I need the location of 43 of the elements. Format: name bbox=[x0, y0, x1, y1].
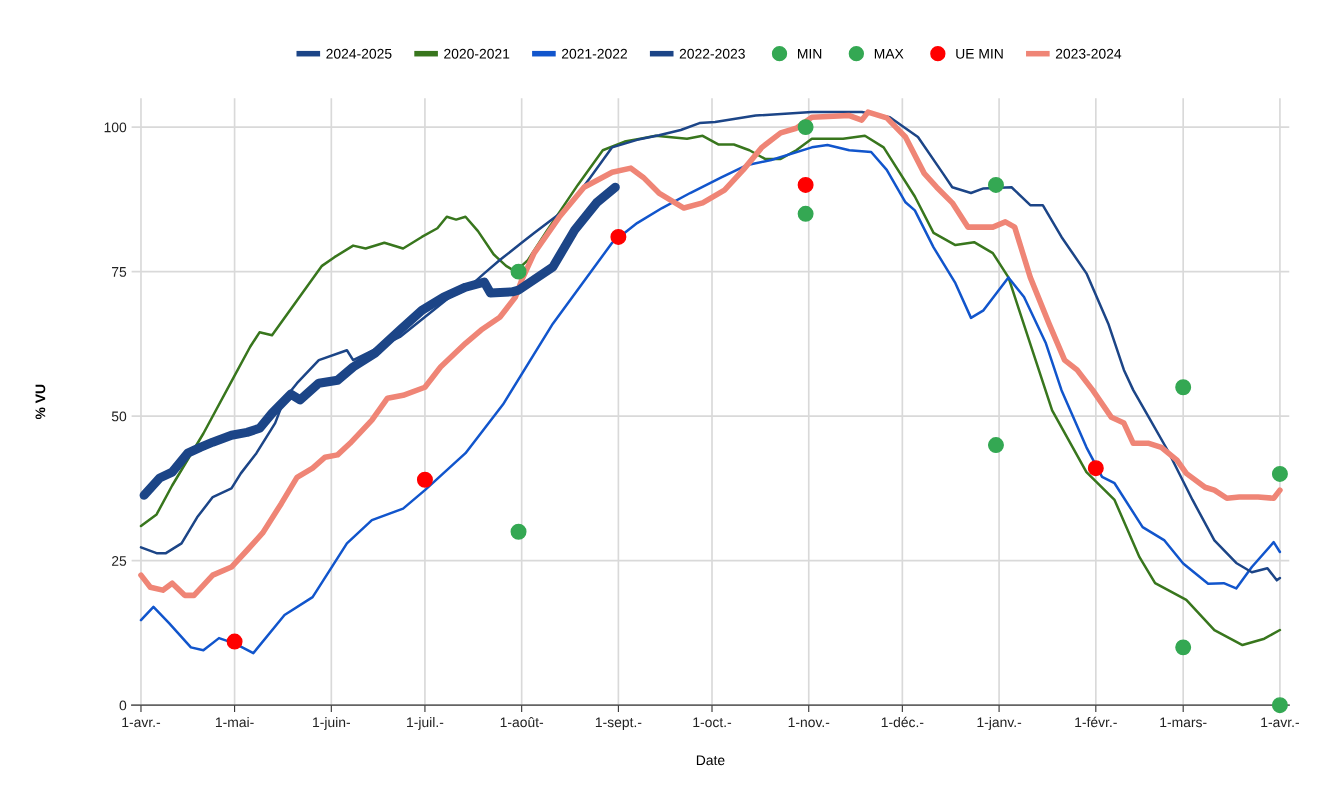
point bbox=[510, 523, 527, 540]
y-tick-label: 0 bbox=[119, 700, 127, 711]
x-tick-label: 1-sept.- bbox=[595, 717, 642, 730]
x-tick-label: 1-juil.- bbox=[407, 716, 444, 730]
x-axis-title: Date bbox=[696, 755, 725, 766]
x-tick-label: 1-déc.- bbox=[881, 716, 924, 728]
legend-label: 2021-2022 bbox=[561, 48, 627, 59]
x-tick-label: 1-avr.- bbox=[122, 717, 161, 728]
point bbox=[1175, 639, 1192, 656]
point bbox=[610, 228, 627, 245]
y-tick-label: 50 bbox=[111, 411, 127, 422]
legend-label: MAX bbox=[874, 48, 904, 59]
point bbox=[1271, 465, 1288, 482]
point bbox=[1087, 460, 1104, 477]
point bbox=[226, 633, 243, 650]
point bbox=[987, 176, 1004, 193]
legend-label: UE MIN bbox=[956, 48, 1003, 59]
legend-label: 2023-2024 bbox=[1055, 48, 1122, 59]
legend-label: MIN bbox=[798, 48, 822, 59]
point bbox=[987, 437, 1004, 454]
legend-label: 2022-2023 bbox=[679, 48, 745, 59]
x-tick-label: 1-nov.- bbox=[788, 717, 830, 728]
y-tick-label: 100 bbox=[104, 122, 127, 133]
y-axis-title: % VU bbox=[35, 384, 46, 420]
y-tick-label: 75 bbox=[112, 267, 127, 277]
legend-label: 2020-2021 bbox=[444, 48, 510, 59]
point bbox=[797, 205, 814, 222]
point bbox=[797, 119, 814, 136]
point bbox=[797, 176, 814, 193]
x-tick-label: 1-mai- bbox=[215, 716, 254, 728]
x-tick-label: 1-janv.- bbox=[977, 716, 1022, 730]
point bbox=[416, 471, 433, 488]
x-tick-label: 1-août- bbox=[500, 716, 544, 728]
legend-label: 2024-2025 bbox=[326, 48, 392, 59]
point bbox=[1175, 379, 1192, 396]
x-tick-label: 1-oct.- bbox=[693, 717, 732, 728]
point bbox=[510, 263, 527, 280]
x-tick-label: 1-juin- bbox=[313, 716, 350, 730]
x-tick-label: 1-avr.- bbox=[1261, 717, 1299, 728]
x-tick-label: 1-mars- bbox=[1160, 717, 1207, 728]
x-tick-label: 1-févr.- bbox=[1075, 716, 1117, 728]
y-tick-label: 25 bbox=[112, 556, 127, 566]
point bbox=[1271, 697, 1288, 714]
